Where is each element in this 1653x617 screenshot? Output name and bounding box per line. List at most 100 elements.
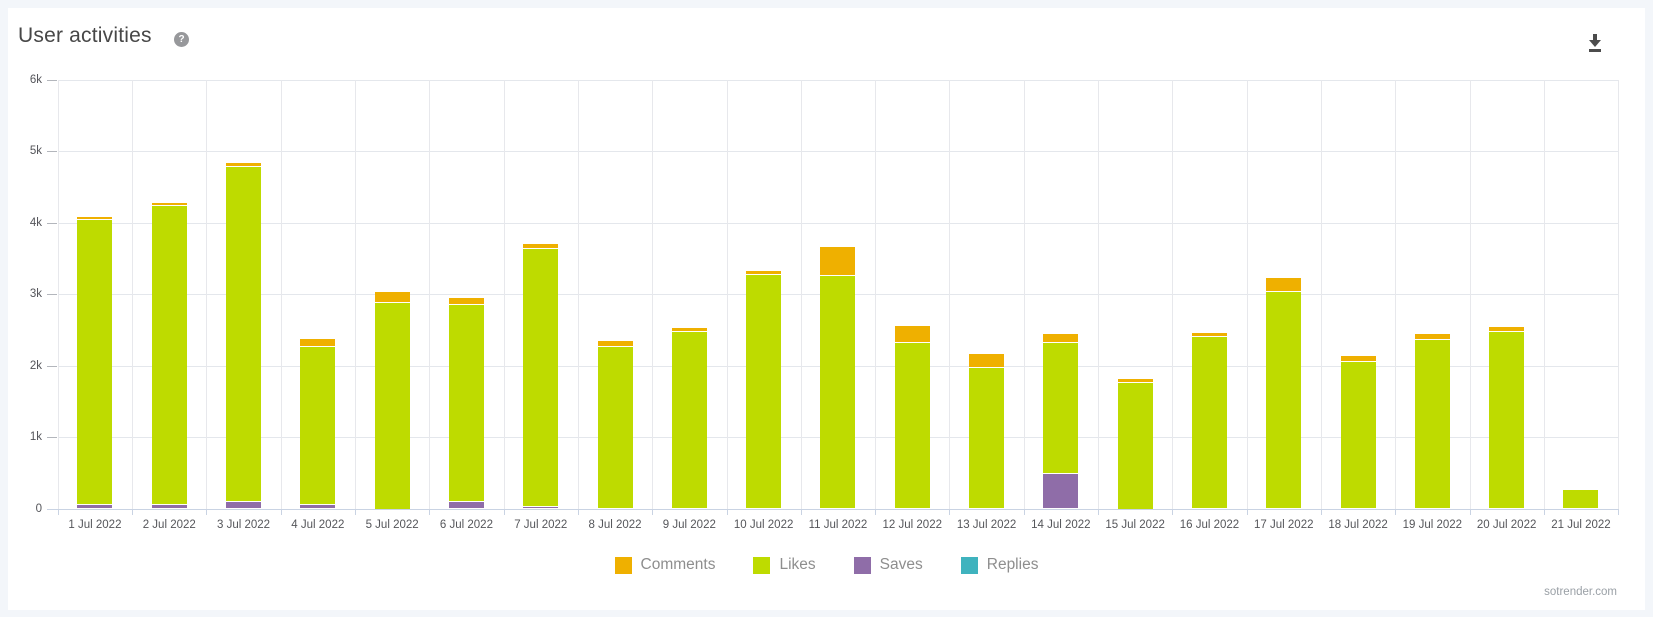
x-axis-tick xyxy=(652,508,654,515)
bar-segment-likes[interactable] xyxy=(820,276,856,509)
y-axis-tick xyxy=(46,222,57,224)
bar-segment-comments[interactable] xyxy=(1191,333,1227,337)
bar-segment-separator xyxy=(1414,339,1450,341)
bar-segment-saves[interactable] xyxy=(1043,474,1079,509)
bar-segment-saves[interactable] xyxy=(523,506,559,509)
bar-segment-comments[interactable] xyxy=(820,247,856,277)
x-axis-label: 16 Jul 2022 xyxy=(1179,518,1240,531)
bar-segment-likes[interactable] xyxy=(1043,342,1079,475)
x-axis-label: 4 Jul 2022 xyxy=(291,518,345,531)
y-axis-label: 0 xyxy=(35,502,42,515)
bar-segment-likes[interactable] xyxy=(894,342,930,509)
bar-segment-comments[interactable] xyxy=(226,162,262,168)
bar-segment-separator xyxy=(1043,473,1079,475)
x-axis-tick xyxy=(1618,508,1620,515)
bar-segment-comments[interactable] xyxy=(597,340,633,347)
x-axis-label: 15 Jul 2022 xyxy=(1105,518,1165,531)
x-axis-label: 12 Jul 2022 xyxy=(882,518,942,531)
bar-segment-separator xyxy=(1340,360,1376,362)
bar-segment-comments[interactable] xyxy=(1266,277,1302,293)
bar-segment-separator xyxy=(1489,331,1525,333)
bar-segment-separator xyxy=(523,248,559,250)
help-icon[interactable]: ? xyxy=(174,32,189,47)
bar-segment-comments[interactable] xyxy=(746,271,782,276)
bar-segment-likes[interactable] xyxy=(226,167,262,503)
bar-segment-saves[interactable] xyxy=(77,504,113,509)
bar-segment-comments[interactable] xyxy=(671,327,707,332)
bar-segment-comments[interactable] xyxy=(77,217,113,221)
bar-segment-comments[interactable] xyxy=(969,354,1005,369)
bar-segment-comments[interactable] xyxy=(894,325,930,343)
legend-label: Replies xyxy=(986,556,1039,573)
x-gridline xyxy=(1395,79,1397,509)
x-axis-tick xyxy=(577,508,579,515)
bar-segment-likes[interactable] xyxy=(77,220,113,505)
bar-segment-likes[interactable] xyxy=(1340,361,1376,509)
x-axis-label: 3 Jul 2022 xyxy=(217,518,271,531)
bar-segment-comments[interactable] xyxy=(448,297,484,305)
bar-segment-likes[interactable] xyxy=(746,275,782,509)
bar-segment-likes[interactable] xyxy=(1266,292,1302,509)
bar-segment-saves[interactable] xyxy=(226,502,262,509)
bar-segment-comments[interactable] xyxy=(300,339,336,347)
y-axis-tick xyxy=(46,151,57,152)
bar-segment-likes[interactable] xyxy=(597,346,633,509)
y-gridline xyxy=(57,222,1619,224)
download-icon xyxy=(1589,34,1601,52)
bar-segment-comments[interactable] xyxy=(1117,379,1153,384)
bar-segment-likes[interactable] xyxy=(1414,340,1450,509)
bar-segment-comments[interactable] xyxy=(1043,334,1079,343)
bar-segment-comments[interactable] xyxy=(374,292,410,303)
x-gridline xyxy=(652,79,654,509)
bar-segment-saves[interactable] xyxy=(300,505,336,509)
x-gridline xyxy=(1023,79,1025,509)
bar-segment-separator xyxy=(820,275,856,277)
x-axis-label: 2 Jul 2022 xyxy=(142,518,196,531)
bar-segment-likes[interactable] xyxy=(523,249,559,507)
bar-segment-likes[interactable] xyxy=(671,331,707,509)
bar-segment-likes[interactable] xyxy=(151,206,187,506)
bar-segment-likes[interactable] xyxy=(448,304,484,503)
bar-segment-comments[interactable] xyxy=(151,203,187,207)
bar-segment-likes[interactable] xyxy=(1489,332,1525,509)
download-button[interactable] xyxy=(1583,30,1607,54)
y-axis-label: 5k xyxy=(29,145,42,157)
bar-segment-separator xyxy=(1043,341,1079,343)
x-axis-tick xyxy=(1172,508,1174,515)
x-axis-label: 5 Jul 2022 xyxy=(365,518,419,531)
x-axis-label: 14 Jul 2022 xyxy=(1031,518,1091,531)
x-axis-label: 19 Jul 2022 xyxy=(1402,518,1463,531)
bar-segment-saves[interactable] xyxy=(448,502,484,509)
bar-segment-likes[interactable] xyxy=(969,368,1005,509)
bar-segment-comments[interactable] xyxy=(1489,327,1525,333)
bar-segment-likes[interactable] xyxy=(1563,489,1599,509)
y-axis-label: 4k xyxy=(29,216,42,229)
bar-segment-likes[interactable] xyxy=(300,346,336,506)
x-axis-tick xyxy=(1098,508,1099,515)
x-axis-tick xyxy=(57,508,59,515)
legend-swatch-icon xyxy=(960,556,978,574)
bar-segment-saves[interactable] xyxy=(151,505,187,509)
y-axis-label: 6k xyxy=(29,73,42,86)
bar-segment-likes[interactable] xyxy=(1117,383,1153,509)
bar-segment-separator xyxy=(1191,335,1227,337)
bar-segment-comments[interactable] xyxy=(1340,355,1376,362)
page-title: User activities xyxy=(18,24,152,47)
legend-item-replies[interactable]: Replies xyxy=(960,556,1039,574)
legend-item-saves[interactable]: Saves xyxy=(853,556,923,574)
y-axis-label: 1k xyxy=(29,431,42,443)
x-axis-tick xyxy=(280,508,282,515)
bar-segment-comments[interactable] xyxy=(1414,334,1450,341)
bar-segment-separator xyxy=(746,274,782,276)
bar-segment-likes[interactable] xyxy=(1191,336,1227,509)
legend-item-likes[interactable]: Likes xyxy=(753,556,816,574)
x-axis-label: 18 Jul 2022 xyxy=(1328,518,1388,531)
x-gridline xyxy=(280,79,282,509)
bar-segment-likes[interactable] xyxy=(374,302,410,509)
x-axis-tick xyxy=(1023,508,1025,515)
legend-item-comments[interactable]: Comments xyxy=(614,556,715,574)
x-axis-tick xyxy=(1395,508,1397,515)
x-gridline xyxy=(429,79,431,509)
x-gridline xyxy=(577,79,579,509)
bar-segment-comments[interactable] xyxy=(523,244,559,250)
